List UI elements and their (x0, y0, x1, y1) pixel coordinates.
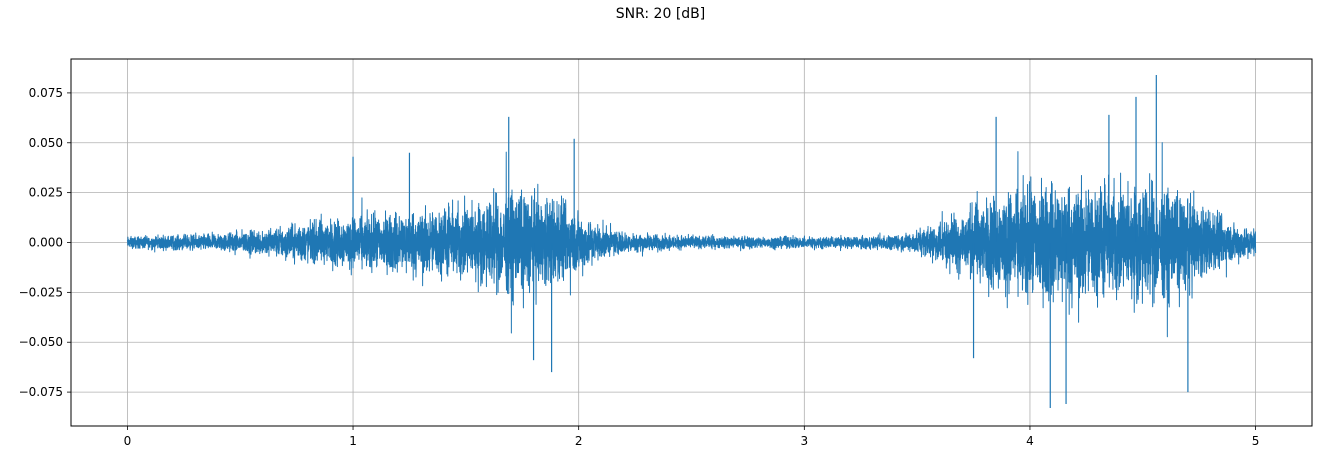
x-tick-label: 3 (800, 434, 808, 448)
x-tick-label: 2 (575, 434, 583, 448)
axis-ticks: 0 1 2 3 4 5 −0.075 −0.050 −0.025 0.000 0.025 0.050 0… (19, 86, 1260, 448)
x-tick-label: 1 (349, 434, 357, 448)
y-tick-label: 0.075 (29, 86, 63, 100)
y-tick-label: −0.050 (19, 335, 63, 349)
y-tick-label: 0.000 (29, 236, 63, 250)
x-tick-label: 4 (1026, 434, 1034, 448)
chart-title: SNR: 20 [dB] (615, 6, 706, 22)
series-line-waveform (126, 74, 1257, 409)
y-tick-label: 0.050 (29, 136, 63, 150)
y-tick-label: −0.075 (19, 385, 63, 399)
waveform-path (126, 142, 1257, 338)
y-tick-label: −0.025 (19, 285, 63, 299)
x-tick-label: 0 (124, 434, 132, 448)
y-tick-label: 0.025 (29, 186, 63, 200)
x-tick-label: 5 (1252, 434, 1260, 448)
